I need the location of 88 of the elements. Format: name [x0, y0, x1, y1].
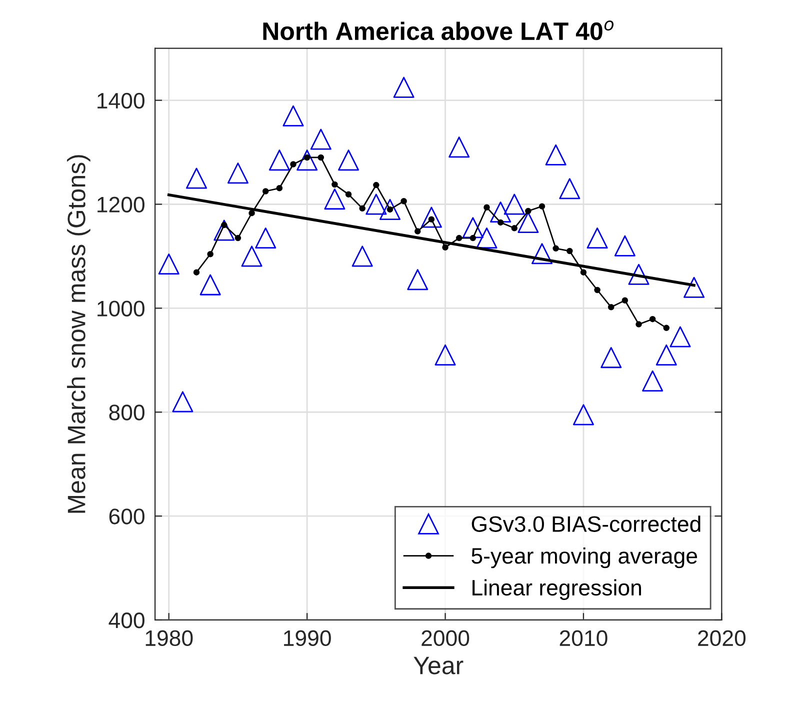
- point: [504, 194, 525, 215]
- point: [234, 234, 242, 242]
- point: [511, 225, 518, 232]
- point: [636, 321, 642, 328]
- y-tick-label: 1200: [98, 196, 144, 213]
- point: [207, 251, 214, 258]
- point: [525, 208, 532, 214]
- point: [214, 220, 235, 241]
- y-tick-label: 400: [108, 612, 144, 628]
- point: [221, 222, 228, 228]
- point: [670, 326, 691, 348]
- point: [586, 228, 608, 249]
- chart-title: North America above LAT 40$^{o}$: [263, 20, 614, 40]
- point: [594, 286, 600, 294]
- point: [393, 76, 414, 98]
- point: [642, 370, 664, 392]
- y-tick-label: 600: [109, 508, 144, 524]
- point: [332, 181, 338, 188]
- point: [420, 206, 442, 228]
- point: [656, 344, 677, 366]
- point: [442, 244, 448, 251]
- point: [476, 228, 498, 249]
- point: [276, 185, 283, 192]
- point: [531, 243, 553, 264]
- y-tick-label: 1400: [98, 92, 144, 109]
- point: [545, 144, 566, 166]
- point: [352, 246, 373, 267]
- point: [366, 194, 387, 215]
- point: [379, 198, 401, 220]
- point: [172, 391, 194, 412]
- point: [200, 274, 221, 296]
- point: [400, 198, 407, 204]
- point: [484, 204, 490, 210]
- point: [324, 188, 346, 210]
- x-tick-label: 1980: [146, 630, 193, 646]
- point: [518, 212, 539, 233]
- x-tick-label: 2000: [422, 630, 470, 646]
- point: [470, 234, 476, 242]
- legend-label: Linear regression: [472, 579, 641, 600]
- legend-label: GSv3.0 BIAS-corrected: [472, 516, 700, 532]
- point: [262, 188, 269, 194]
- point: [684, 276, 705, 298]
- point: [282, 105, 304, 126]
- point: [614, 235, 636, 256]
- point: [241, 246, 262, 267]
- point: [552, 245, 559, 252]
- x-tick-label: 2020: [698, 630, 746, 646]
- point: [663, 324, 670, 332]
- legend-label: 5-year moving average: [472, 547, 698, 568]
- point: [158, 254, 180, 275]
- point: [608, 304, 614, 310]
- point: [318, 154, 324, 161]
- x-tick-label: 1990: [284, 630, 331, 646]
- point: [497, 219, 504, 226]
- point: [296, 150, 318, 171]
- point: [566, 248, 573, 254]
- y-axis-title: Mean March snow mass (Gtons): [67, 155, 90, 513]
- point: [600, 347, 622, 368]
- point: [373, 182, 380, 188]
- point: [456, 234, 462, 242]
- point: [407, 269, 428, 290]
- point: [227, 162, 248, 184]
- point: [359, 205, 366, 212]
- point: [193, 269, 200, 276]
- point: [414, 228, 421, 234]
- point: [345, 191, 352, 198]
- point: [448, 136, 470, 158]
- y-tick-label: 1000: [98, 300, 144, 316]
- point: [490, 202, 512, 223]
- point: [338, 150, 360, 171]
- x-axis-title: Year: [414, 656, 464, 674]
- point: [186, 168, 208, 189]
- point: [622, 297, 628, 304]
- point: [462, 217, 484, 238]
- point: [559, 178, 580, 200]
- point: [649, 316, 656, 322]
- y-tick-label: 800: [109, 404, 144, 420]
- point: [290, 161, 296, 168]
- x-tick-label: 2010: [560, 630, 608, 646]
- point: [248, 210, 255, 216]
- point: [628, 264, 650, 285]
- point: [255, 228, 276, 249]
- point: [572, 404, 594, 426]
- point: [538, 203, 546, 210]
- point: [310, 128, 332, 150]
- point: [580, 269, 587, 276]
- point: [268, 150, 290, 171]
- point: [434, 344, 456, 366]
